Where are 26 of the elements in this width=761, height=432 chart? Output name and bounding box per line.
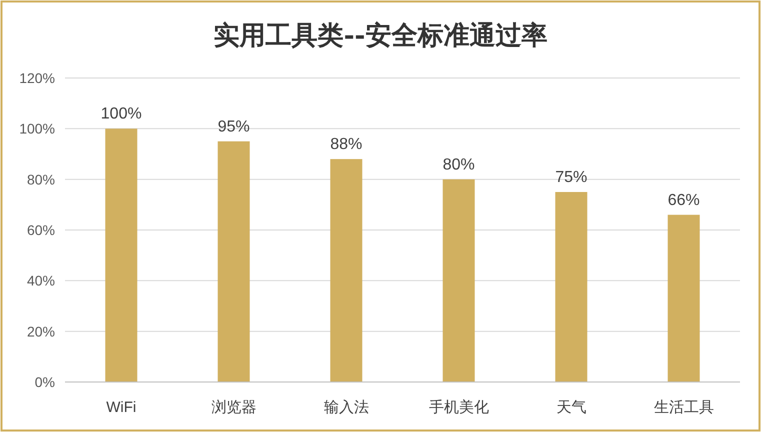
bar bbox=[218, 141, 250, 382]
data-label: 100% bbox=[100, 106, 142, 123]
bar bbox=[555, 192, 588, 382]
y-tick-label: 0% bbox=[34, 374, 55, 390]
bar bbox=[105, 128, 138, 382]
bar bbox=[668, 214, 700, 382]
data-label: 66% bbox=[668, 192, 700, 209]
chart-title: 实用工具类--安全标准通过率 bbox=[214, 21, 548, 51]
y-tick-label: 20% bbox=[26, 323, 55, 340]
x-tick-label: 手机美化 bbox=[428, 399, 489, 416]
data-label: 95% bbox=[218, 118, 250, 136]
bar bbox=[442, 179, 475, 382]
y-tick-label: 60% bbox=[26, 222, 55, 238]
y-tick-label: 80% bbox=[26, 171, 55, 188]
data-label: 88% bbox=[330, 136, 362, 154]
data-label: 75% bbox=[555, 169, 588, 186]
x-tick-label: 天气 bbox=[556, 399, 586, 416]
y-tick-label: 40% bbox=[26, 272, 55, 289]
y-tick-label: 120% bbox=[19, 70, 55, 86]
x-tick-label: 生活工具 bbox=[654, 399, 714, 416]
x-tick-label: 浏览器 bbox=[211, 399, 256, 416]
data-label: 80% bbox=[442, 156, 475, 174]
bar bbox=[330, 159, 362, 382]
x-tick-label: 输入法 bbox=[324, 399, 369, 416]
x-tick-label: WiFi bbox=[106, 399, 136, 416]
y-tick-label: 100% bbox=[19, 120, 55, 137]
